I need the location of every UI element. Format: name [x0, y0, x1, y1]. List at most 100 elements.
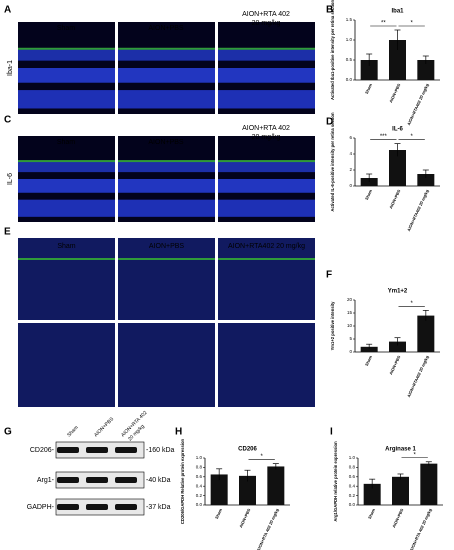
y-tick-label: 0.6 — [349, 474, 356, 479]
x-tick-label: AION+RTA402 20 mg/kg — [406, 82, 430, 126]
x-tick-label: AION+RTA 402 20 mg/kg — [256, 507, 280, 550]
retina-stain — [218, 47, 315, 50]
y-axis-label: Ym1+2 positive intensity — [330, 301, 335, 351]
bar — [210, 474, 228, 505]
chart-title: Arginase 1 — [385, 447, 416, 453]
y-tick-label: 20 — [347, 297, 353, 302]
y-tick-label: 0 — [349, 349, 352, 354]
x-tick-label: AION+PBS — [391, 507, 404, 528]
size-label: -160 kDa — [146, 447, 175, 454]
y-tick-label: 0.4 — [349, 483, 356, 488]
blot-band — [115, 504, 137, 510]
column-label: Sham — [57, 25, 75, 32]
y-tick-label: 0.0 — [349, 502, 356, 507]
blot-band — [57, 447, 79, 453]
blot-band — [115, 477, 137, 483]
y-tick-label: 0.5 — [346, 57, 353, 62]
y-axis-label: Arg1/GAPDH relative protein expression — [333, 441, 338, 522]
y-tick-label: 0.8 — [196, 465, 203, 470]
significance-label: * — [260, 454, 263, 460]
x-tick-label: AION+RTA402 20 mg/kg — [406, 354, 430, 398]
y-tick-label: 10 — [347, 323, 353, 328]
lane-label: Sham — [66, 425, 79, 438]
y-tick-label: 4 — [349, 151, 352, 156]
x-tick-label: Sham — [364, 82, 373, 94]
x-tick-label: Sham — [367, 507, 376, 519]
blot-band — [86, 504, 108, 510]
y-tick-label: 0.0 — [346, 77, 353, 82]
bar — [417, 60, 435, 80]
retina-layer — [18, 90, 115, 109]
bar — [389, 341, 406, 352]
retina-layer — [118, 199, 215, 217]
panel-letter: F — [326, 270, 332, 281]
panel-letter: B — [326, 5, 333, 16]
bar — [389, 150, 406, 186]
y-tick-label: 0.2 — [349, 493, 356, 498]
y-tick-label: 0.4 — [196, 483, 203, 488]
retina-stain — [18, 258, 115, 260]
panel-letter: C — [4, 115, 11, 126]
bar — [392, 476, 409, 505]
retina-layer — [118, 49, 215, 61]
blot-band — [57, 477, 79, 483]
x-tick-label: Sham — [364, 354, 373, 366]
column-label: Sham — [57, 243, 75, 250]
retina-layer — [218, 68, 315, 83]
retina-layer — [218, 49, 315, 61]
retina-layer — [218, 179, 315, 193]
panel-letter: I — [330, 427, 333, 438]
y-axis-label: Activated Iba1-positive intensity per re… — [330, 0, 335, 100]
y-tick-label: 5 — [349, 336, 352, 341]
column-label: AION+RTA 402 — [242, 125, 290, 132]
protein-label: GADPH- — [27, 504, 55, 511]
column-label: Sham — [57, 139, 75, 146]
y-axis-label: Activated IL-6-positive intensity per re… — [330, 112, 335, 212]
row-label: Iba-1 — [7, 60, 14, 76]
y-tick-label: 0.2 — [196, 493, 203, 498]
significance-label: * — [410, 301, 413, 307]
blot-band — [115, 447, 137, 453]
retina-layer — [18, 323, 115, 407]
column-label: 20 mg/kg — [252, 20, 281, 27]
significance-label: * — [413, 452, 416, 458]
significance-label: * — [410, 21, 413, 27]
retina-layer — [118, 68, 215, 83]
x-tick-label: AION+RTA 402 20 mg/kg — [409, 507, 433, 550]
retina-layer — [18, 199, 115, 217]
chart-title: Iba1 — [391, 9, 404, 15]
bar — [417, 315, 435, 352]
y-tick-label: 1.0 — [349, 455, 356, 460]
bar — [267, 466, 285, 505]
column-label: AION+RTA402 20 mg/kg — [228, 243, 305, 250]
retina-layer — [218, 238, 315, 320]
y-tick-label: 15 — [347, 310, 353, 315]
panel-letter: G — [4, 427, 12, 438]
retina-layer — [18, 68, 115, 83]
retina-layer — [118, 179, 215, 193]
blot-band — [86, 477, 108, 483]
column-label: AION+RTA 402 — [242, 11, 290, 18]
retina-layer — [118, 238, 215, 320]
x-tick-label: AION+PBS — [388, 188, 401, 209]
x-tick-label: Sham — [364, 188, 373, 200]
bar — [360, 60, 378, 80]
panel-letter: D — [326, 117, 333, 128]
retina-stain — [118, 47, 215, 50]
y-tick-label: 6 — [349, 135, 352, 140]
panel-letter: A — [4, 5, 11, 16]
retina-layer — [118, 90, 215, 109]
blot-band — [86, 447, 108, 453]
retina-layer — [18, 238, 115, 320]
y-tick-label: 0 — [349, 183, 352, 188]
retina-layer — [118, 323, 215, 407]
retina-layer — [218, 161, 315, 173]
chart-title: CD206 — [238, 447, 257, 453]
size-label: -40 kDa — [146, 477, 171, 484]
blot-band — [57, 504, 79, 510]
retina-stain — [218, 160, 315, 163]
bar — [389, 40, 406, 80]
retina-layer — [18, 49, 115, 61]
retina-stain — [118, 258, 215, 260]
